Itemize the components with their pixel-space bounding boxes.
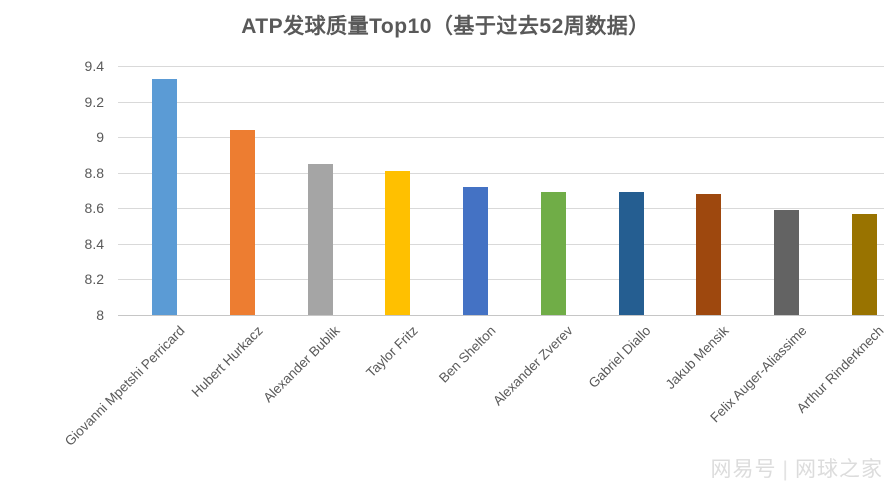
gridline — [118, 66, 884, 67]
gridline — [118, 208, 884, 210]
x-axis-label: Giovanni Mpetshi Perricard — [61, 323, 188, 449]
gridline — [118, 172, 884, 174]
bar — [230, 130, 256, 315]
chart-title: ATP发球质量Top10（基于过去52周数据） — [241, 15, 650, 38]
y-tick-label: 9 — [96, 129, 104, 146]
y-tick-label: 9.4 — [84, 58, 104, 74]
bar — [618, 192, 644, 315]
watermark-account: 网球之家 — [795, 458, 883, 481]
y-tick-label: 8.4 — [84, 235, 104, 252]
bar — [540, 192, 566, 315]
watermark: 网易号 | 网球之家 — [711, 453, 883, 483]
y-tick-label: 8 — [96, 307, 104, 323]
y-tick-label: 8.2 — [84, 271, 104, 288]
gridline — [118, 101, 884, 103]
gridline — [118, 243, 884, 245]
y-tick-label: 8.8 — [84, 164, 104, 181]
bar — [696, 194, 722, 315]
gridline — [118, 315, 884, 316]
bar — [307, 163, 333, 315]
y-tick-label: 9.2 — [84, 93, 104, 110]
watermark-platform: 网易号 — [710, 458, 777, 481]
gridline — [118, 137, 884, 139]
bar — [851, 213, 877, 315]
watermark-separator: | — [782, 458, 789, 481]
bar — [152, 78, 178, 315]
bar — [463, 186, 489, 315]
bar — [774, 210, 799, 315]
y-tick-label: 8.6 — [84, 200, 104, 217]
bar — [385, 170, 411, 315]
gridline — [118, 279, 884, 281]
